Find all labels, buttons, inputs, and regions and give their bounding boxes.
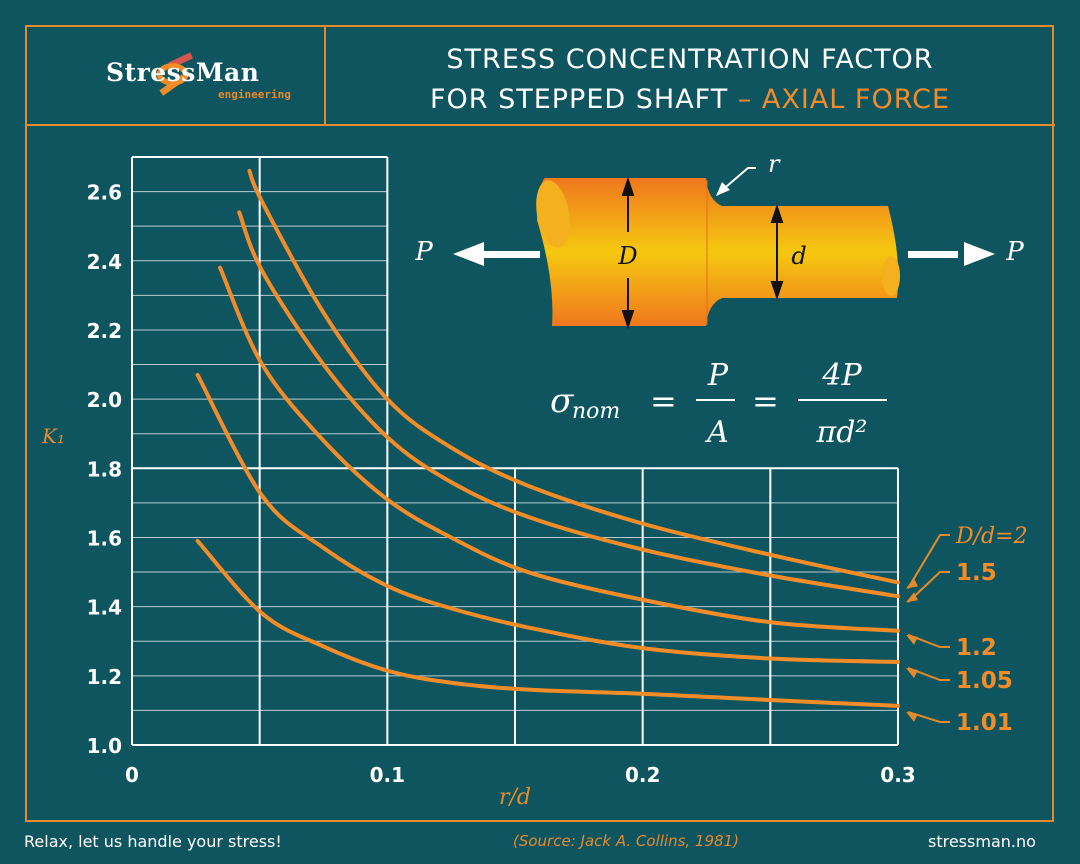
title-line-2: FOR STEPPED SHAFT – AXIAL FORCE xyxy=(326,80,1054,120)
formula-equals-2: = xyxy=(752,382,779,420)
nominal-stress-formula: σ nom = P A = 4P πd² xyxy=(550,358,887,450)
legend-pointer xyxy=(907,633,950,648)
x-tick-label: 0.3 xyxy=(880,763,915,787)
legend-label: 1.05 xyxy=(956,668,1013,694)
left-load-arrow-icon xyxy=(453,242,540,266)
y-tick-label: 2.0 xyxy=(87,388,122,412)
stepped-shaft-diagram: D d r P P xyxy=(414,150,1024,330)
legend-arrow-icon xyxy=(906,667,918,678)
legend-label: 1.2 xyxy=(956,635,997,661)
legend-arrow-icon xyxy=(906,634,918,645)
brand-name: StressMan xyxy=(106,58,260,87)
formula-equals-1: = xyxy=(650,382,677,420)
y-tick-label: 1.0 xyxy=(87,734,122,758)
outer-frame xyxy=(25,25,1054,822)
title-line-2-text: FOR STEPPED SHAFT xyxy=(429,84,729,115)
ticks: 1.0 1.2 1.4 1.6 1.8 2.0 2.2 2.4 2.6 0 0.1 0.2 0.3 D/d… xyxy=(87,181,1028,787)
x-tick-label: 0.1 xyxy=(370,763,405,787)
formula-den2: πd² xyxy=(816,415,868,450)
label-d: d xyxy=(791,242,806,270)
series-line xyxy=(195,538,900,708)
title-accent: – AXIAL FORCE xyxy=(737,84,951,115)
y-tick-label: 2.6 xyxy=(87,181,122,205)
logo-divider xyxy=(324,25,326,125)
formula-num1: P xyxy=(707,358,729,393)
dimension-arrows xyxy=(621,176,784,330)
series-line xyxy=(195,372,900,664)
formula-den1: A xyxy=(704,415,729,450)
x-tick-label: 0 xyxy=(125,763,139,787)
y-axis-label: K₁ xyxy=(41,424,65,448)
y-tick-label: 1.2 xyxy=(87,665,122,689)
shaft-end-left xyxy=(536,180,570,248)
y-tick-label: 1.4 xyxy=(87,596,122,620)
x-axis-label: r/d xyxy=(499,785,531,810)
y-tick-label: 1.6 xyxy=(87,526,122,550)
formula-sigma: σ xyxy=(550,381,574,421)
header-divider xyxy=(25,124,1055,126)
legend-pointer xyxy=(907,667,950,681)
legend-pointer xyxy=(907,534,950,589)
website-link[interactable]: stressman.no xyxy=(928,832,1036,851)
legend-arrow-icon xyxy=(906,578,918,589)
right-load-arrow-icon xyxy=(908,242,995,266)
legend-label: 1.5 xyxy=(956,560,997,586)
series-line xyxy=(218,265,900,633)
legend-arrow-icon xyxy=(906,592,918,603)
shaft-large-section xyxy=(537,178,899,326)
legend-label: 1.01 xyxy=(956,710,1013,736)
fillet-arrow-icon xyxy=(716,182,730,196)
formula-sigma-sub: nom xyxy=(572,399,620,424)
series-line xyxy=(237,210,900,599)
legend-pointer xyxy=(907,710,950,723)
legend-arrow-icon xyxy=(906,711,918,722)
label-P-right: P xyxy=(1005,237,1024,267)
legend-pointer xyxy=(907,571,950,603)
x-tick-label: 0.2 xyxy=(625,763,660,787)
shaft-end-right xyxy=(882,256,900,296)
label-P-left: P xyxy=(414,237,433,267)
title-line-1: STRESS CONCENTRATION FACTOR xyxy=(446,44,934,75)
y-tick-label: 1.8 xyxy=(87,457,122,481)
y-tick-label: 2.2 xyxy=(87,319,122,343)
grid xyxy=(131,156,899,746)
slogan: Relax, let us handle your stress! xyxy=(24,832,282,851)
stressman-logo-icon xyxy=(156,52,194,96)
source-citation: (Source: Jack A. Collins, 1981) xyxy=(513,832,739,850)
formula-num2: 4P xyxy=(821,358,862,393)
page-title: STRESS CONCENTRATION FACTOR FOR STEPPED … xyxy=(326,40,1054,120)
brand-subtitle: engineering xyxy=(218,88,291,101)
label-D: D xyxy=(617,242,637,270)
curves xyxy=(195,168,900,708)
label-r: r xyxy=(768,150,781,178)
legend-label: D/d=2 xyxy=(955,524,1028,549)
series-line xyxy=(247,168,900,585)
y-tick-label: 2.4 xyxy=(87,250,122,274)
